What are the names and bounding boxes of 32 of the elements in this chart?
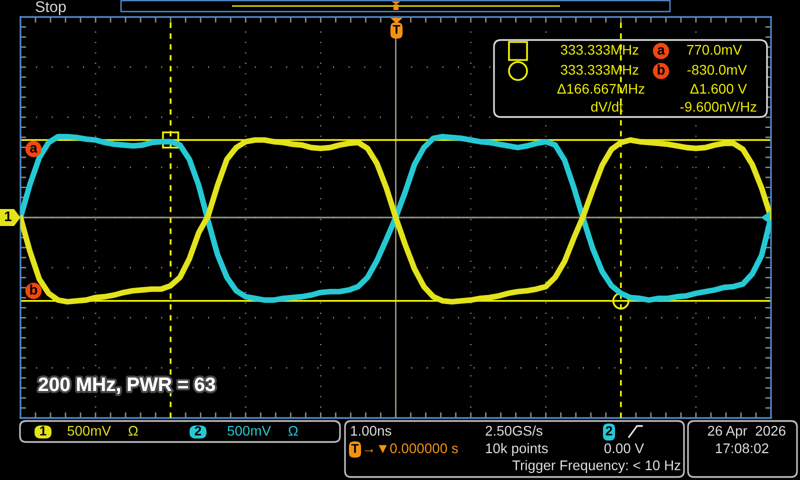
- text: a: [658, 47, 665, 55]
- text: Stop: [36, 1, 66, 16]
- text: 500mV: [68, 426, 111, 436]
- text: →▼0.000000 s: [364, 443, 458, 454]
- text: Δ166.667MHz: [557, 84, 644, 94]
- text: Trigger Frequency: < 10 Hz: [512, 460, 680, 473]
- text: 2.50GS/s: [486, 426, 542, 436]
- text: Δ1.600 V: [690, 84, 747, 94]
- text: b: [658, 64, 665, 75]
- text: 1.00ns: [351, 426, 392, 436]
- series-label: 1: [5, 212, 12, 222]
- text: 0.00 V: [604, 443, 644, 454]
- text: 10k points: [486, 443, 548, 456]
- text: 17:08:02: [716, 443, 768, 454]
- ref-line-label: a: [30, 145, 38, 153]
- text: T: [351, 444, 359, 453]
- text: -9.600nV/Hz: [680, 102, 756, 112]
- text: 200 MHz, PWR = 63: [38, 377, 216, 394]
- ref-line-label: b: [30, 284, 38, 295]
- text: 1: [40, 426, 46, 436]
- text: 770.0mV: [687, 44, 742, 55]
- text: 2: [606, 426, 612, 436]
- text: 333.333MHz: [560, 64, 638, 75]
- text: Ω: [128, 426, 138, 436]
- text: 333.333MHz: [560, 44, 638, 55]
- text: -830.0mV: [687, 64, 747, 75]
- text: 500mV: [228, 426, 271, 436]
- text: dV/dt: [591, 102, 623, 112]
- text: Ω: [288, 426, 298, 436]
- text: 2: [194, 426, 202, 436]
- text: T: [392, 25, 400, 34]
- text: 26 Apr 2026: [708, 426, 786, 438]
